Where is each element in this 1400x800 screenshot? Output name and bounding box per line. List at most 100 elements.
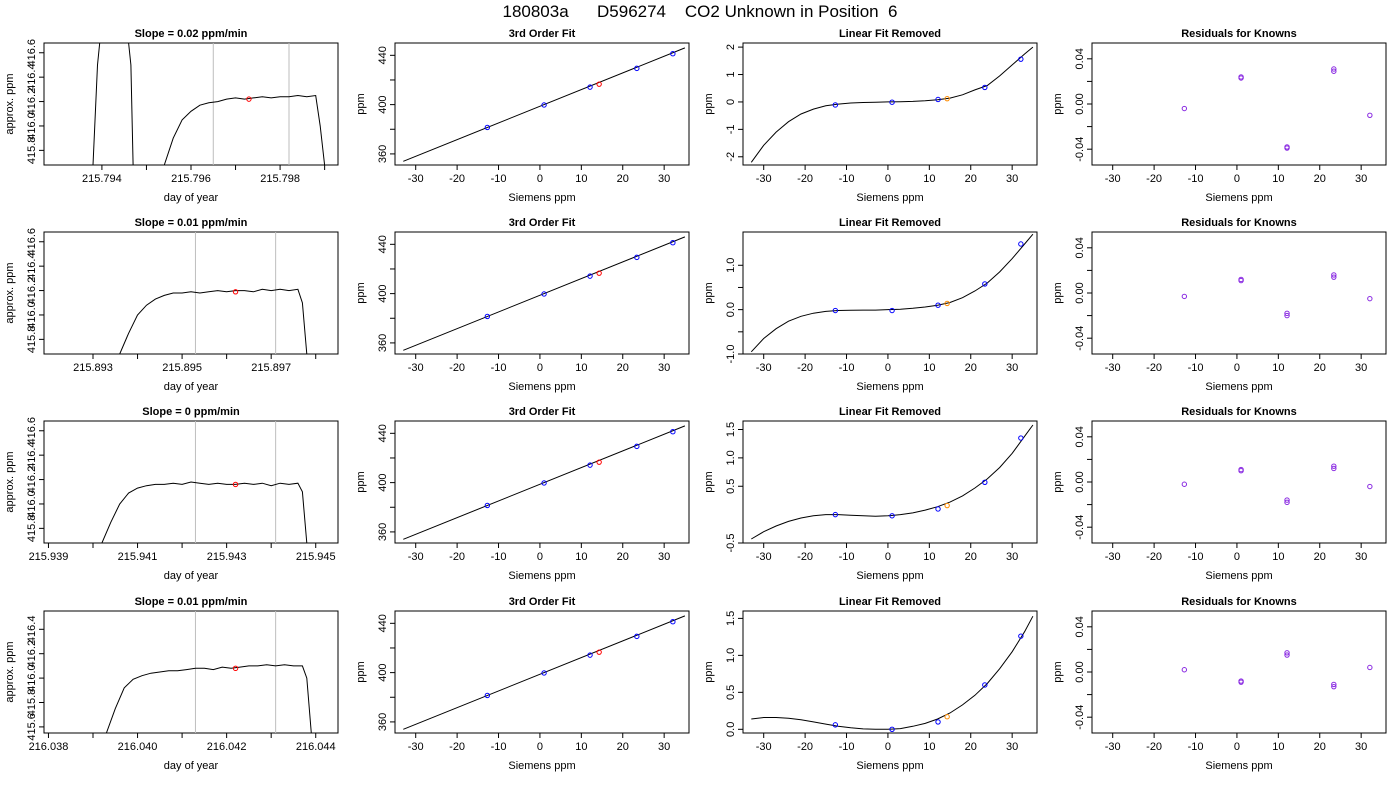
x-tick-label: 20 <box>1314 173 1326 185</box>
x-tick-label: -30 <box>756 362 772 374</box>
y-tick-label: 0.00 <box>1074 471 1086 492</box>
y-tick-label: 400 <box>377 95 389 113</box>
y-tick-label: 415.8 <box>26 515 38 543</box>
y-tick-label: 416.2 <box>26 88 38 116</box>
known-standard-point <box>935 96 941 103</box>
chart-title: 3rd Order Fit <box>509 217 576 229</box>
x-tick-label: 0 <box>537 362 543 374</box>
residual-point <box>1238 679 1244 685</box>
y-tick-label: 0 <box>725 99 737 105</box>
chart-title: 3rd Order Fit <box>509 596 576 608</box>
mean-marker <box>246 96 252 102</box>
known-standard-point <box>670 429 676 435</box>
x-tick-label: -20 <box>449 173 465 185</box>
y-tick-label: -0.04 <box>1074 515 1086 540</box>
plot-frame <box>43 420 339 544</box>
residual-point <box>1331 68 1337 74</box>
fit-curve <box>751 424 1034 540</box>
chart-panel: Residuals for Knowns Siemens ppm ppm -30 -20… <box>1052 28 1387 204</box>
y-tick-label: 416.0 <box>26 301 38 329</box>
plot-frame <box>394 42 690 166</box>
x-axis-label: Siemens ppm <box>1205 760 1272 772</box>
x-tick-label: -30 <box>1105 362 1121 374</box>
known-standard-point <box>484 313 491 320</box>
plot-area <box>751 424 1034 540</box>
plot-area <box>119 232 308 354</box>
y-tick-label: -0.04 <box>1074 705 1086 730</box>
residual-point <box>1181 293 1188 300</box>
unknown-point <box>944 300 950 307</box>
chart-title: Slope = 0.02 ppm/min <box>135 28 248 40</box>
x-tick-label: 30 <box>658 551 670 563</box>
x-tick-label: 20 <box>965 741 977 753</box>
unknown-point <box>944 714 950 720</box>
plot-area <box>750 233 1034 353</box>
plot-frame <box>742 42 1038 166</box>
x-axis-label: Siemens ppm <box>508 192 575 204</box>
x-tick-label: 20 <box>965 362 977 374</box>
y-tick-label: -2 <box>725 152 737 162</box>
residual-point <box>1238 466 1244 473</box>
y-tick-label: 440 <box>377 424 389 442</box>
x-tick-label: 215.895 <box>162 362 202 374</box>
y-tick-label: 360 <box>377 713 389 731</box>
x-axis-label: Siemens ppm <box>856 381 923 393</box>
unknown-point <box>596 459 602 465</box>
known-standard-point <box>832 102 839 108</box>
y-tick-label: 0.04 <box>1074 426 1086 447</box>
x-tick-label: -10 <box>839 173 855 185</box>
y-tick-label: 415.6 <box>26 713 38 741</box>
x-tick-label: 216.042 <box>207 741 247 753</box>
plot-frame <box>742 420 1038 544</box>
x-tick-label: 10 <box>575 551 587 563</box>
chart-panel: Slope = 0.01 ppm/min day of year approx. p… <box>4 217 339 393</box>
y-tick-label: 0.04 <box>1074 616 1086 637</box>
y-tick-label: -0.04 <box>1074 326 1086 351</box>
time-series-trace <box>101 481 308 543</box>
y-tick-label: 400 <box>377 473 389 491</box>
y-tick-label: 400 <box>377 284 389 302</box>
y-tick-label: -1 <box>725 124 737 134</box>
y-tick-label: 0.00 <box>1074 661 1086 682</box>
y-tick-label: 416.0 <box>26 490 38 518</box>
x-tick-label: 30 <box>658 173 670 185</box>
y-tick-label: 415.8 <box>26 689 38 717</box>
plot-area <box>403 615 686 730</box>
x-tick-label: 20 <box>1314 741 1326 753</box>
residual-point <box>1331 681 1337 688</box>
x-tick-label: 10 <box>1272 551 1284 563</box>
y-axis-label: ppm <box>355 93 367 114</box>
known-standard-point <box>832 511 839 518</box>
plot-area <box>1181 66 1373 151</box>
y-tick-label: 0.0 <box>725 722 737 737</box>
x-tick-label: -10 <box>1188 362 1204 374</box>
x-tick-label: 0 <box>1234 362 1240 374</box>
x-tick-label: 0 <box>1234 173 1240 185</box>
x-tick-label: -30 <box>408 741 424 753</box>
x-tick-label: -10 <box>839 741 855 753</box>
x-tick-label: 10 <box>923 551 935 563</box>
chart-panel: 3rd Order Fit Siemens ppm ppm -30 -20 -10 0 10 2… <box>355 28 690 204</box>
x-tick-label: 30 <box>1355 173 1367 185</box>
plot-area <box>1181 650 1373 690</box>
plot-area <box>403 425 686 540</box>
residual-point <box>1367 112 1373 118</box>
chart-panel: Residuals for Knowns Siemens ppm ppm -30 -20… <box>1052 596 1387 772</box>
y-tick-label: 416.2 <box>26 466 38 494</box>
y-tick-label: 440 <box>377 235 389 253</box>
x-tick-label: 30 <box>658 362 670 374</box>
x-tick-label: -20 <box>1146 551 1162 563</box>
unknown-point <box>944 502 950 509</box>
x-tick-label: 0 <box>1234 741 1240 753</box>
residual-point <box>1238 74 1244 80</box>
plot-area <box>750 46 1034 163</box>
x-tick-label: -20 <box>449 551 465 563</box>
y-tick-label: 1.0 <box>725 450 737 465</box>
known-standard-point <box>541 670 547 676</box>
residual-point <box>1331 465 1337 472</box>
time-series-trace <box>105 664 312 733</box>
known-standard-point <box>889 307 895 314</box>
known-standard-point <box>1018 241 1024 247</box>
known-standard-point <box>634 633 640 640</box>
